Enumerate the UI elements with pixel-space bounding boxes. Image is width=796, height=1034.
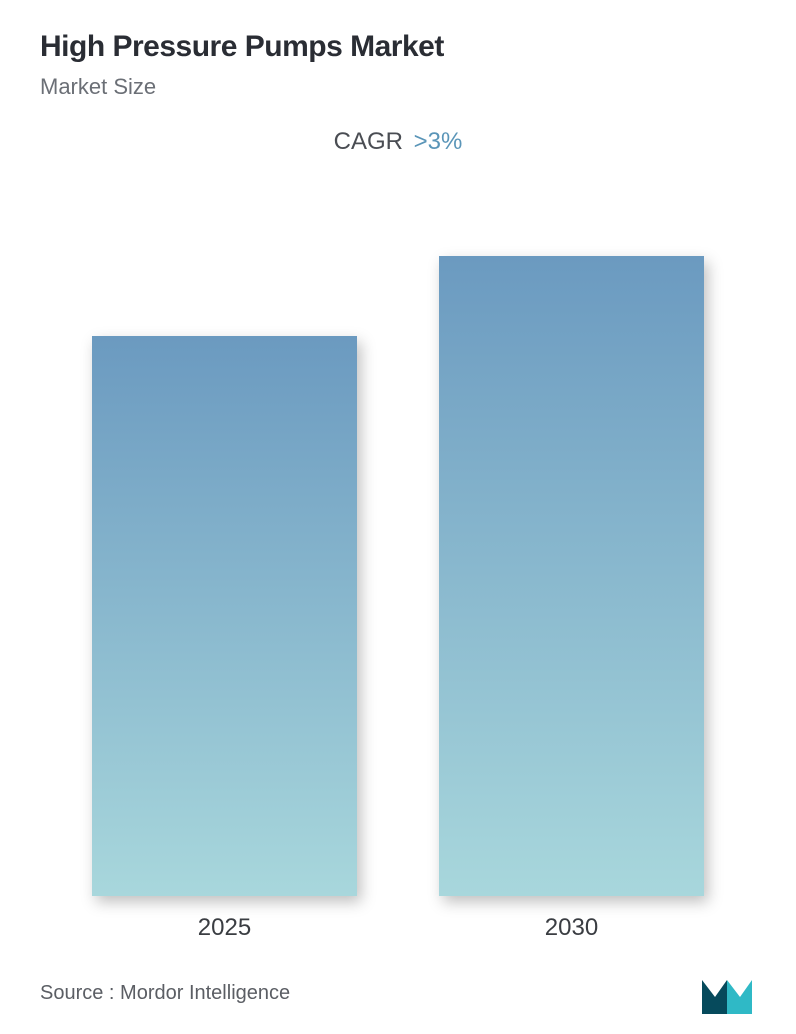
bar-group-1: 2030 — [439, 256, 704, 942]
bars-region: 2025 2030 — [40, 186, 756, 942]
chart-title: High Pressure Pumps Market — [40, 30, 756, 64]
bar-0 — [92, 336, 357, 896]
mordor-logo-icon — [702, 972, 752, 1014]
footer: Source : Mordor Intelligence — [40, 972, 756, 1014]
bar-group-0: 2025 — [92, 336, 357, 942]
x-label-0: 2025 — [198, 914, 251, 942]
chart-container: High Pressure Pumps Market Market Size C… — [0, 0, 796, 1034]
cagr-label: CAGR — [334, 128, 403, 155]
source-text: Source : Mordor Intelligence — [40, 982, 290, 1005]
logo-m-left — [702, 980, 727, 1014]
logo-m-right — [727, 980, 752, 1014]
chart-area: 2025 2030 Source : Mordor Intelligence — [40, 156, 756, 1014]
cagr-row: CAGR >3% — [40, 128, 756, 156]
chart-subtitle: Market Size — [40, 74, 756, 100]
cagr-value: >3% — [414, 128, 463, 155]
x-label-1: 2030 — [545, 914, 598, 942]
bar-1 — [439, 256, 704, 896]
